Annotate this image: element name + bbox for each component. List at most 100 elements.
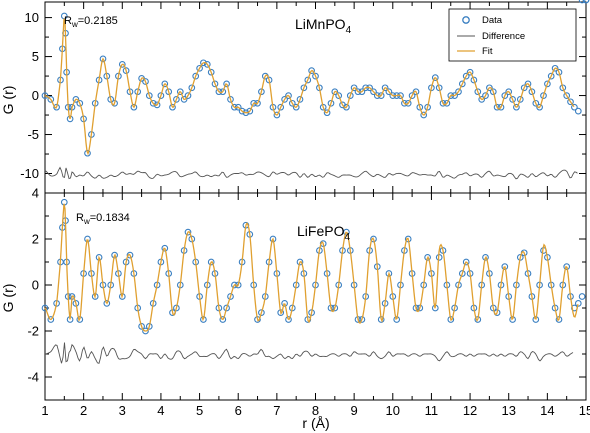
data-point — [574, 300, 582, 307]
data-point — [346, 92, 354, 99]
data-point — [501, 263, 509, 270]
data-point — [277, 103, 285, 111]
data-point — [513, 103, 520, 111]
legend-data-marker — [462, 16, 470, 24]
data-point — [103, 300, 111, 307]
data-point — [292, 103, 300, 111]
rw-subscript: w — [83, 217, 90, 226]
panel-title-subscript: 4 — [346, 25, 352, 36]
data-point — [165, 88, 173, 96]
data-point — [238, 107, 246, 115]
data-point — [184, 228, 192, 236]
y-tick-label: 5 — [32, 49, 39, 64]
fit-line — [44, 18, 575, 156]
data-point — [509, 96, 516, 103]
data-point — [296, 258, 304, 266]
x-tick-label: 5 — [196, 403, 203, 418]
x-tick-label: 14 — [540, 403, 554, 418]
y-tick-label: 0 — [32, 278, 39, 293]
y-axis-label: G (r) — [0, 284, 16, 313]
data-point — [540, 92, 547, 99]
data-point — [331, 304, 339, 312]
data-point — [559, 84, 567, 92]
x-tick-label: 4 — [157, 403, 164, 418]
data-point — [582, 0, 590, 4]
data-point — [149, 99, 157, 107]
data-point — [188, 235, 196, 243]
data-point — [385, 88, 393, 96]
data-point — [288, 99, 296, 107]
y-tick-label: -10 — [20, 166, 39, 181]
data-point — [331, 88, 339, 96]
data-point — [99, 55, 107, 63]
data-point — [142, 327, 149, 335]
x-axis-label: r (Å) — [302, 415, 329, 431]
data-point — [424, 254, 431, 261]
data-point — [207, 68, 215, 76]
x-tick-label: 2 — [80, 403, 87, 418]
data-point — [466, 68, 474, 76]
data-point — [211, 80, 219, 88]
data-point — [563, 92, 571, 99]
legend: Data Difference Fit — [448, 8, 577, 62]
panel-title-subscript: 4 — [344, 232, 350, 243]
data-point — [281, 300, 288, 307]
x-tick-label: 9 — [351, 403, 358, 418]
data-point — [285, 316, 292, 323]
data-point — [273, 111, 281, 119]
data-point — [350, 84, 358, 92]
data-point — [227, 293, 234, 300]
y-tick-label: 2 — [32, 232, 39, 247]
data-point — [126, 251, 134, 259]
data-point — [536, 103, 543, 111]
data-point — [458, 80, 466, 88]
data-point — [497, 103, 505, 111]
data-point — [431, 74, 439, 81]
data-point — [246, 107, 254, 115]
rw-prefix: R — [64, 15, 72, 27]
data-point — [47, 316, 55, 323]
data-point — [370, 235, 377, 243]
legend-data-label: Data — [482, 15, 503, 26]
x-tick-label: 12 — [463, 403, 477, 418]
data-point — [145, 323, 153, 330]
difference-series — [44, 342, 574, 364]
data-point — [130, 103, 138, 111]
data-point — [482, 92, 489, 99]
data-point — [173, 96, 180, 103]
data-point — [219, 316, 227, 323]
difference-line — [44, 166, 578, 180]
x-tick-label: 1 — [41, 403, 48, 418]
data-point — [578, 293, 586, 300]
data-point — [258, 309, 265, 316]
x-tick-label: 6 — [235, 403, 242, 418]
rw-annotation: Rw=0.1834 — [76, 212, 130, 226]
y-tick-label: -4 — [27, 370, 39, 385]
data-point — [145, 92, 153, 99]
data-point — [231, 281, 238, 289]
data-point — [462, 72, 470, 80]
x-tick-label: 10 — [386, 403, 400, 418]
fit-series — [44, 203, 579, 332]
data-point — [176, 88, 184, 96]
data-point — [281, 96, 288, 103]
rw-prefix: R — [76, 212, 84, 224]
data-point — [41, 304, 49, 312]
data-point — [203, 61, 211, 68]
data-point — [412, 88, 420, 96]
x-tick-label: 3 — [119, 403, 126, 418]
data-point — [404, 99, 412, 107]
y-tick-label: 4 — [32, 186, 39, 201]
data-point — [161, 80, 169, 88]
data-point — [300, 84, 308, 92]
data-point — [408, 92, 416, 99]
data-point — [420, 111, 428, 119]
panel-title: LiMnPO4 — [295, 16, 352, 36]
data-point — [551, 64, 559, 72]
data-point — [223, 304, 230, 312]
rw-annotation: Rw=0.2185 — [64, 15, 118, 29]
data-point — [76, 99, 84, 107]
